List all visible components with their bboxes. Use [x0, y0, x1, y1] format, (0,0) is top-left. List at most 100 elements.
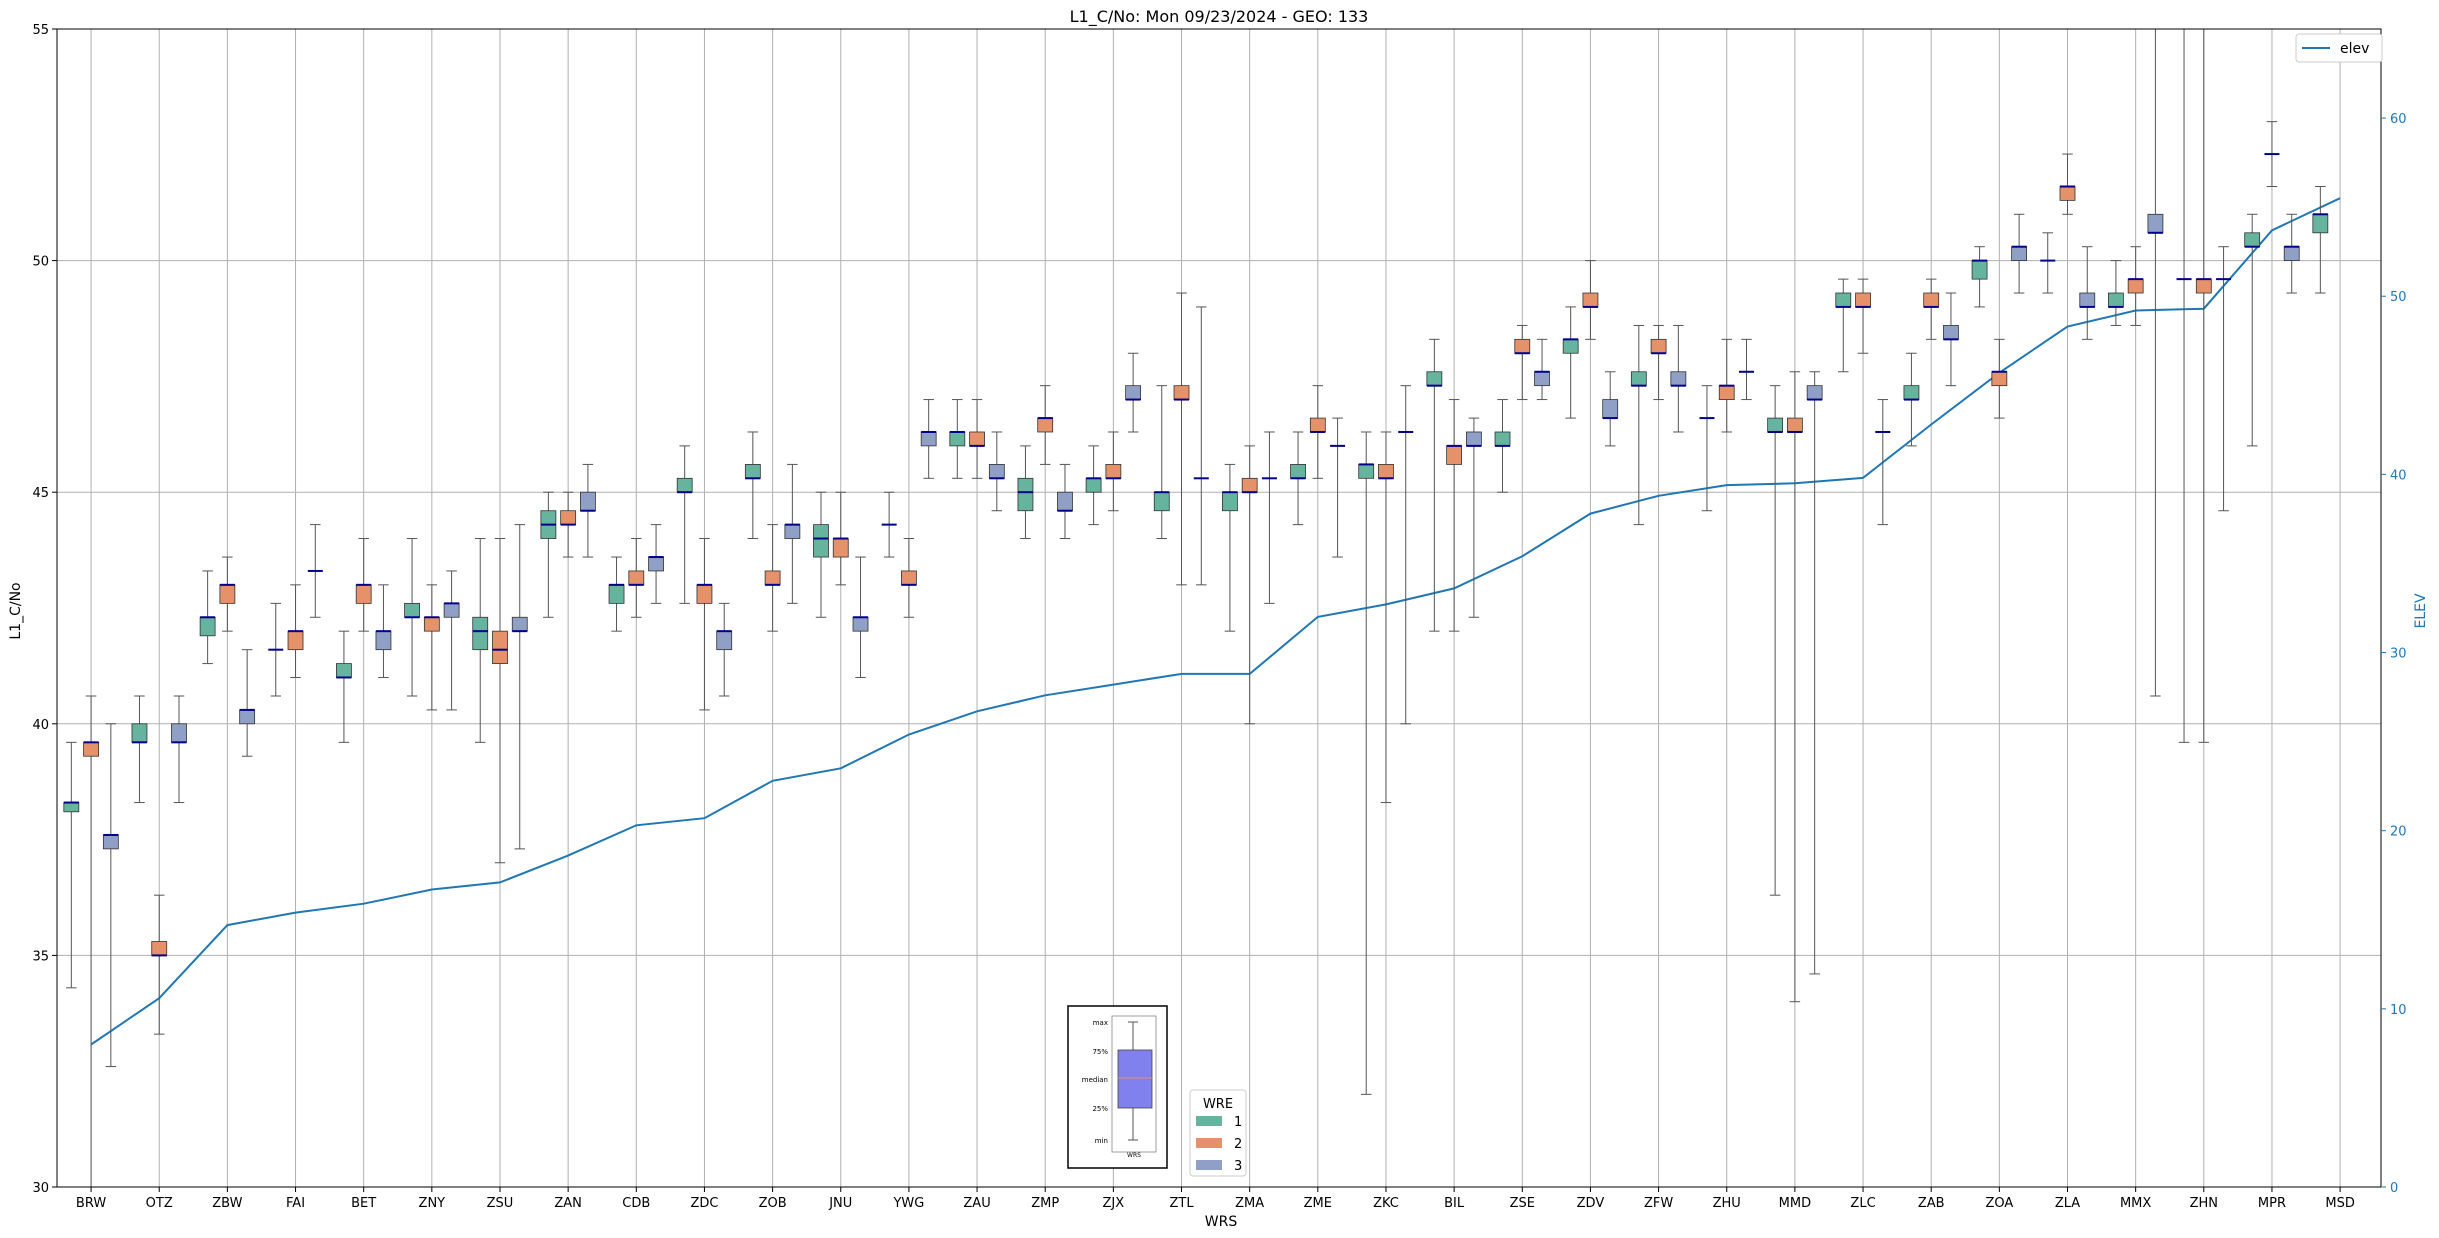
y2-tick-label: 50: [2390, 290, 2407, 305]
box-CDB-wre3: [648, 524, 664, 604]
box-JNU-wre3: [852, 556, 869, 678]
box-ZSU-wre3: [511, 524, 528, 850]
inset-legend: max 75% median 25% min WRS: [1067, 1005, 1168, 1169]
iqr-box: [1173, 385, 1190, 400]
iqr-box: [1670, 371, 1687, 387]
box-ZJX-wre3: [1125, 352, 1142, 433]
x-tick-label: ZNY: [419, 1196, 446, 1211]
iqr-box: [2312, 213, 2329, 234]
wre-legend-label-1: 1: [1234, 1115, 1242, 1130]
iqr-box: [355, 584, 372, 604]
y2-axis-label: ELEV: [2413, 593, 2429, 628]
iqr-box: [648, 556, 664, 572]
box-ZHN-wre1: [2176, 28, 2192, 743]
box-MMD-wre2: [1786, 371, 1803, 1003]
iqr-box: [1241, 477, 1258, 493]
iqr-box: [764, 570, 781, 586]
box-JNU-wre2: [832, 491, 849, 586]
box-ZLC-wre2: [1855, 278, 1871, 354]
x-tick-label: ZTL: [1169, 1196, 1194, 1211]
box-ZFW-wre3: [1670, 324, 1687, 433]
wre-legend-swatch-1: [1196, 1116, 1222, 1126]
inset-xlabel: WRS: [1127, 1152, 1141, 1159]
x-tick-label: ZSE: [1510, 1196, 1535, 1211]
iqr-box: [423, 616, 440, 632]
box-JNU-wre1: [813, 491, 829, 618]
box-ZMA-wre2: [1241, 445, 1258, 725]
box-MMD-wre1: [1767, 385, 1784, 896]
box-MMX-wre1: [2107, 260, 2124, 326]
iqr-box: [1057, 491, 1073, 512]
box-ZOA-wre1: [1971, 246, 1988, 308]
y2-tick-label: 60: [2390, 112, 2407, 127]
iqr-box: [1105, 464, 1122, 479]
x-tick-label: ZAU: [963, 1196, 990, 1211]
box-ZAU-wre3: [988, 431, 1005, 512]
iqr-box: [1125, 385, 1142, 400]
box-ZDV-wre3: [1602, 371, 1619, 447]
inset-label-median: median: [1082, 1076, 1108, 1084]
box-ZLA-wre3: [2079, 246, 2096, 340]
x-tick-label: BRW: [76, 1196, 106, 1211]
box-OTZ-wre3: [171, 695, 187, 804]
box-ZKC-wre3: [1398, 385, 1414, 725]
iqr-box: [696, 584, 713, 604]
iqr-box: [1562, 338, 1579, 354]
iqr-box: [472, 616, 489, 651]
elev-legend: elev: [2295, 33, 2383, 63]
y-tick-label: 50: [32, 255, 49, 270]
box-ZSE-wre3: [1534, 338, 1550, 401]
iqr-box: [83, 741, 99, 757]
iqr-box: [676, 477, 693, 493]
iqr-box: [219, 584, 236, 604]
box-MMD-wre3: [1806, 371, 1823, 975]
iqr-box: [628, 570, 645, 586]
iqr-box: [63, 802, 80, 813]
iqr-box: [1855, 292, 1871, 308]
box-ZDV-wre1: [1562, 306, 1579, 419]
box-FAI-wre2: [287, 584, 304, 678]
x-tick-label: MPR: [2258, 1196, 2286, 1211]
box-ZAN-wre1: [540, 491, 557, 618]
box-OTZ-wre2: [151, 894, 168, 1035]
box-BIL-wre2: [1446, 399, 1463, 632]
iqr-box: [1514, 338, 1531, 354]
box-ZMA-wre1: [1222, 463, 1238, 632]
box-ZAU-wre2: [969, 399, 985, 479]
iqr-box: [1602, 399, 1619, 419]
x-tick-label: BET: [351, 1196, 376, 1211]
box-MMX-wre3: [2147, 28, 2164, 697]
iqr-box: [1378, 464, 1394, 479]
iqr-box: [1718, 385, 1735, 400]
wre-legend-swatch-2: [1196, 1138, 1222, 1148]
box-ZSE-wre2: [1514, 324, 1531, 401]
iqr-box: [1153, 491, 1170, 512]
inset-label-max: max: [1093, 1019, 1108, 1027]
box-ZJX-wre1: [1085, 445, 1102, 526]
iqr-box: [2147, 213, 2164, 234]
x-tick-label: OTZ: [146, 1196, 173, 1211]
box-OTZ-wre1: [131, 695, 148, 804]
iqr-box: [2107, 292, 2124, 308]
wre-legend: WRE 1 2 3: [1189, 1089, 1247, 1177]
wre-legend-label-3: 3: [1234, 1159, 1242, 1174]
box-ZAN-wre2: [560, 491, 577, 558]
x-tick-label: JNU: [828, 1196, 852, 1211]
iqr-box: [1923, 292, 1940, 308]
iqr-box: [580, 491, 596, 512]
y2-tick-label: 40: [2390, 468, 2407, 483]
iqr-box: [1971, 260, 1988, 280]
iqr-box: [852, 616, 869, 632]
iqr-box: [2195, 278, 2212, 294]
iqr-box: [949, 431, 966, 447]
box-ZSE-wre1: [1494, 399, 1511, 493]
box-BRW-wre2: [83, 695, 99, 1188]
x-tick-label: BIL: [1444, 1196, 1465, 1211]
iqr-box: [744, 464, 761, 479]
box-ZLC-wre1: [1835, 278, 1852, 373]
box-BET-wre1: [336, 630, 352, 743]
x-tick-label: ZLA: [2055, 1196, 2080, 1211]
box-ZHN-wre2: [2195, 28, 2212, 743]
iqr-box: [1085, 477, 1102, 493]
